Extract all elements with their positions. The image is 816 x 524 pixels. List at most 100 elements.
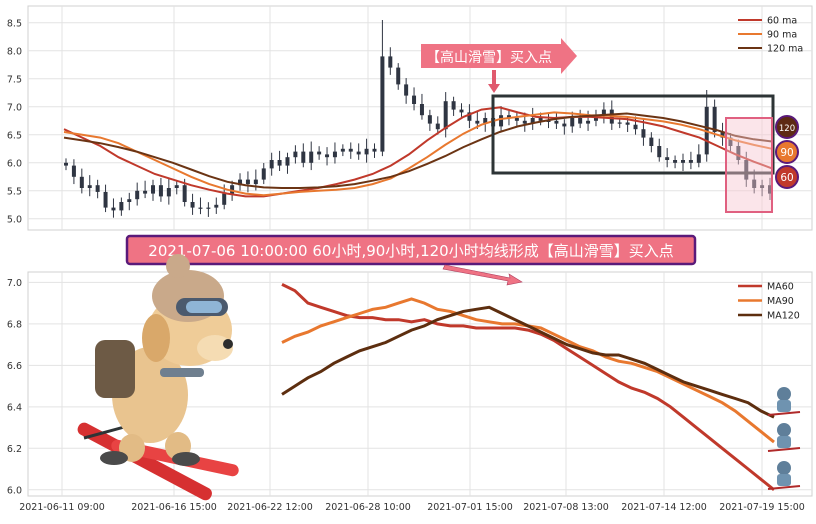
candle-body xyxy=(427,115,432,124)
candle-body xyxy=(127,199,132,202)
candle-body xyxy=(230,185,235,194)
beanie-pompom xyxy=(166,254,190,278)
candle-body xyxy=(720,132,725,138)
signal-banner: 2021-07-06 10:00:00 60小时,90小时,120小时均线形成【… xyxy=(125,234,697,266)
bottom-ma-line-MA120 xyxy=(281,305,775,419)
dog-collar xyxy=(160,368,204,377)
candle-body xyxy=(617,122,622,124)
candle-body xyxy=(530,118,535,124)
candle-body xyxy=(158,185,163,197)
candle-body xyxy=(111,207,116,211)
top-y-tick-label: 5.0 xyxy=(7,214,22,225)
buy-point-callout: 【高山滑雪】买入点 xyxy=(421,38,577,93)
bottom-y-tick-label: 6.2 xyxy=(7,444,22,455)
ma-badge-label: 120 xyxy=(779,124,795,134)
callout-arrow-shape xyxy=(421,38,577,74)
top-y-tick-label: 6.0 xyxy=(7,158,22,169)
skier-figure xyxy=(767,461,801,490)
top-legend-label: 60 ma xyxy=(767,16,797,27)
candle-body xyxy=(222,193,227,205)
candle-body xyxy=(245,179,250,185)
bottom-y-tick-label: 6.0 xyxy=(7,485,22,496)
top-panel-grid xyxy=(28,6,812,230)
dog-ear xyxy=(142,314,170,362)
banner-box xyxy=(125,234,697,266)
candle-body xyxy=(301,151,306,163)
top-y-tick-label: 7.5 xyxy=(7,74,22,85)
top-y-tick-label: 6.5 xyxy=(7,130,22,141)
bottom-x-tick-label: 2021-07-08 13:00 xyxy=(523,502,609,513)
recent-zone-box xyxy=(725,117,773,213)
goggles-lens xyxy=(186,301,222,313)
candle-body xyxy=(309,151,314,163)
top-legend-label: 120 ma xyxy=(767,44,803,55)
candle-body xyxy=(546,120,551,122)
candle-body xyxy=(135,190,140,200)
candle-body xyxy=(340,148,345,152)
candle-body xyxy=(253,179,258,185)
candle-body xyxy=(435,123,440,130)
bottom-x-tick-label: 2021-06-22 12:00 xyxy=(227,502,313,513)
candle-body xyxy=(633,124,638,130)
candle-body xyxy=(166,188,171,197)
ski-left xyxy=(77,422,212,501)
candle-body xyxy=(680,160,685,163)
candle-body xyxy=(151,185,156,194)
candle-body xyxy=(728,137,733,146)
bottom-y-tick-label: 6.6 xyxy=(7,361,22,372)
boot-left xyxy=(100,451,128,465)
bottom-y-tick-label: 7.0 xyxy=(7,278,22,289)
candle-body xyxy=(182,185,187,202)
candle-body xyxy=(499,115,504,127)
candle-body xyxy=(79,176,84,188)
top-y-tick-label: 5.5 xyxy=(7,186,22,197)
bottom-x-tick-label: 2021-06-28 10:00 xyxy=(325,502,411,513)
skier-figure xyxy=(767,387,801,416)
top-panel-ma-lines xyxy=(63,106,773,198)
candle-body xyxy=(419,104,424,116)
top-panel-y-ticks: 5.0 5.5 6.0 6.5 7.0 7.5 8.0 8.5 xyxy=(7,18,22,225)
candle-body xyxy=(206,207,211,209)
candle-body xyxy=(768,185,772,194)
bottom-y-tick-label: 6.8 xyxy=(7,319,22,330)
candle-body xyxy=(214,204,219,208)
candle-body xyxy=(372,148,377,152)
candle-body xyxy=(190,202,195,208)
ma-badge xyxy=(775,140,799,164)
candle-body xyxy=(451,101,456,110)
top-y-tick-label: 8.5 xyxy=(7,18,22,29)
candle-body xyxy=(522,120,527,124)
bottom-ma-line-MA60 xyxy=(281,283,775,491)
candle-body xyxy=(103,191,108,208)
bottom-legend-label: MA60 xyxy=(767,282,794,293)
candle-body xyxy=(412,95,417,104)
candle-body xyxy=(467,112,472,121)
candle-body xyxy=(71,165,76,177)
candle-body xyxy=(538,118,543,121)
bottom-x-tick-label: 2021-06-16 15:00 xyxy=(131,502,217,513)
dog-nose xyxy=(223,339,233,349)
candle-body xyxy=(736,146,741,160)
top-ma-line-90-ma xyxy=(63,111,773,197)
bottom-legend-label: MA90 xyxy=(767,296,794,307)
candle-body xyxy=(562,123,567,127)
top-panel-bg xyxy=(27,5,813,231)
bottom-legend-label: MA120 xyxy=(767,311,800,322)
ma-badge-label: 60 xyxy=(780,172,793,184)
bottom-panel-y-ticks: 6.0 6.2 6.4 6.6 6.8 7.0 xyxy=(7,278,22,496)
candle-body xyxy=(285,157,290,166)
bottom-x-tick-label: 2021-07-14 12:00 xyxy=(621,502,707,513)
candle-body xyxy=(578,118,583,124)
top-ma-line-60-ma xyxy=(63,106,773,198)
candle-body xyxy=(388,56,393,68)
ma-badge-label: 90 xyxy=(780,147,793,159)
candle-body xyxy=(261,168,266,180)
ma-badge xyxy=(775,115,799,139)
candle-body xyxy=(238,179,243,186)
candle-body xyxy=(348,148,353,152)
candle-body xyxy=(514,118,519,121)
candle-body xyxy=(332,151,337,158)
candle-body xyxy=(443,101,448,130)
candle-body xyxy=(143,190,148,194)
